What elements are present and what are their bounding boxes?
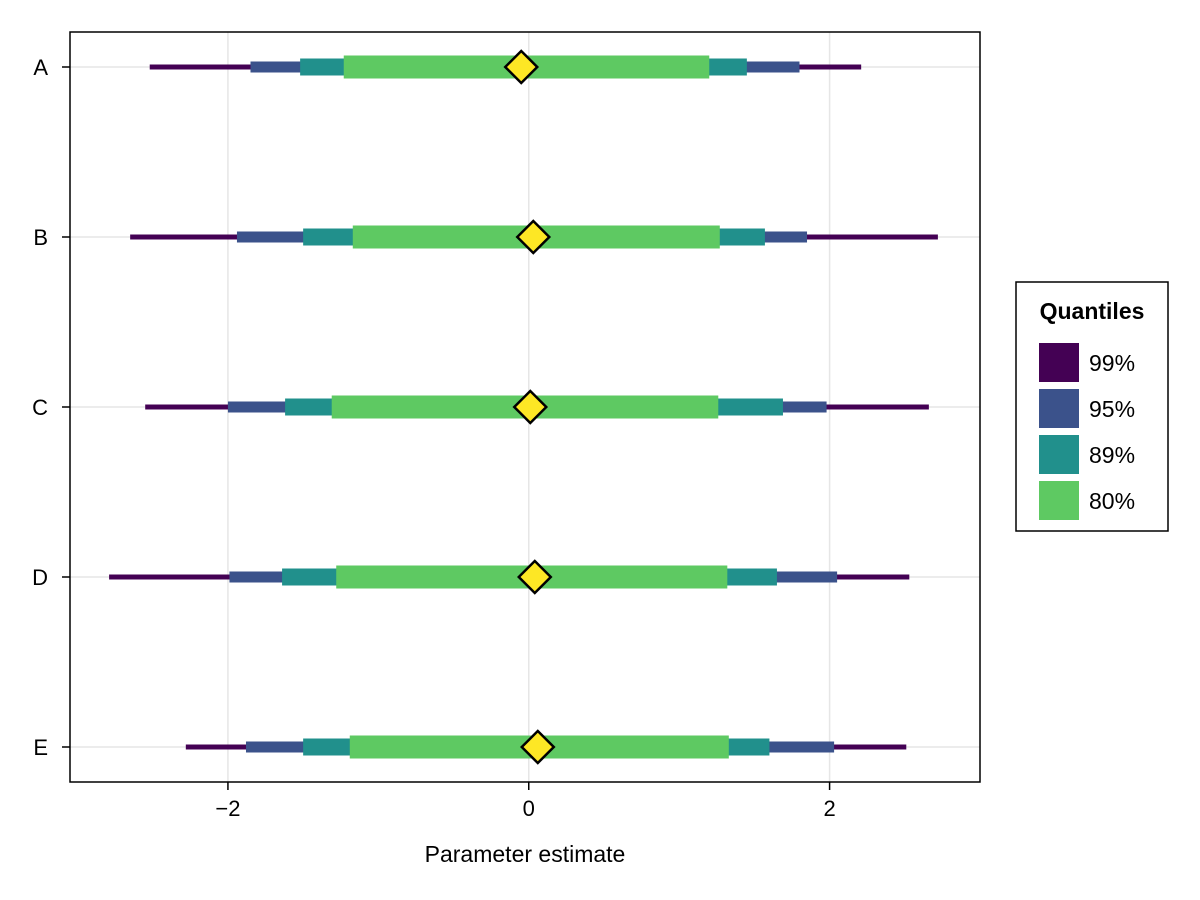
y-axis: A B C D E [32,55,70,760]
estimate-points [503,49,556,765]
x-axis-label: Parameter estimate [425,841,626,867]
x-axis: −2 0 2 [215,782,836,821]
y-tick-label: C [32,395,48,420]
legend: Quantiles 99% 95% 89% 80% [1015,281,1169,532]
legend-label: 80% [1089,488,1135,514]
estimate-point [503,49,540,85]
legend-entries: 99% 95% 89% 80% [1039,343,1135,520]
legend-swatch [1039,389,1079,428]
legend-label: 99% [1089,350,1135,376]
y-tick-label: A [33,55,48,80]
y-tick-label: D [32,565,48,590]
legend-label: 89% [1089,442,1135,468]
interval-row-d [109,565,910,589]
legend-title: Quantiles [1040,298,1145,324]
estimate-point [520,729,556,765]
estimate-point [515,219,552,255]
legend-swatch [1039,435,1079,474]
x-tick-label: 0 [523,796,535,821]
estimate-point [512,389,549,425]
estimate-point [517,559,553,595]
y-tick-label: E [33,735,48,760]
y-tick-label: B [33,225,48,250]
legend-swatch [1039,343,1079,382]
x-tick-label: −2 [215,796,240,821]
legend-label: 95% [1089,396,1135,422]
x-tick-label: 2 [823,796,835,821]
legend-swatch [1039,481,1079,520]
